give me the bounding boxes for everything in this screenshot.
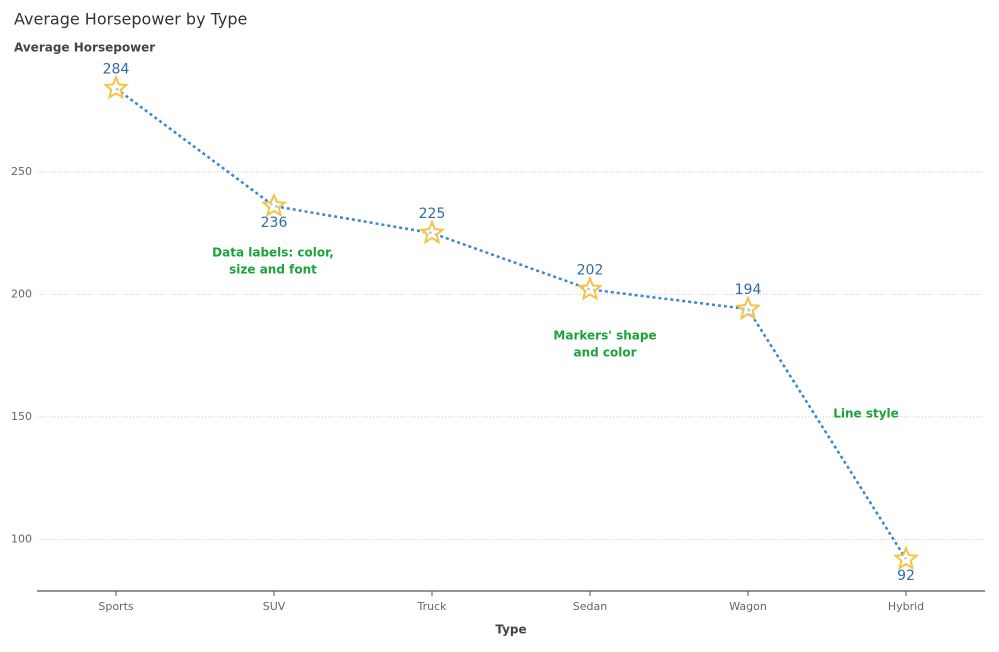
x-axis-label: Type bbox=[495, 623, 526, 637]
y-tick-label: 100 bbox=[11, 533, 32, 546]
data-label: 236 bbox=[261, 215, 288, 231]
annotation: Data labels: color, bbox=[212, 246, 334, 260]
marker bbox=[734, 295, 762, 321]
data-label: 194 bbox=[735, 282, 762, 298]
chart-title: Average Horsepower by Type bbox=[14, 10, 247, 29]
marker bbox=[102, 74, 130, 100]
data-label: 284 bbox=[103, 61, 130, 77]
y-tick-label: 150 bbox=[11, 410, 32, 423]
annotation: and color bbox=[573, 346, 636, 360]
marker bbox=[260, 192, 288, 218]
x-tick-label: Hybrid bbox=[888, 600, 924, 613]
x-tick-label: Truck bbox=[416, 600, 447, 613]
y-tick-label: 200 bbox=[11, 287, 32, 300]
data-label: 225 bbox=[419, 206, 446, 222]
y-tick-label: 250 bbox=[11, 165, 32, 178]
y-axis-label: Average Horsepower bbox=[14, 41, 155, 55]
x-tick-label: SUV bbox=[263, 600, 286, 613]
marker bbox=[893, 545, 919, 571]
data-label: 92 bbox=[897, 568, 915, 584]
annotation: Line style bbox=[833, 407, 899, 421]
x-tick-label: Sedan bbox=[573, 600, 607, 613]
annotation: size and font bbox=[229, 263, 317, 277]
series-line bbox=[115, 87, 908, 560]
marker bbox=[418, 219, 446, 245]
data-label: 202 bbox=[577, 262, 604, 278]
x-tick-label: Wagon bbox=[729, 600, 767, 613]
x-tick-label: Sports bbox=[98, 600, 134, 613]
annotation: Markers' shape bbox=[553, 329, 656, 343]
marker bbox=[577, 275, 603, 301]
